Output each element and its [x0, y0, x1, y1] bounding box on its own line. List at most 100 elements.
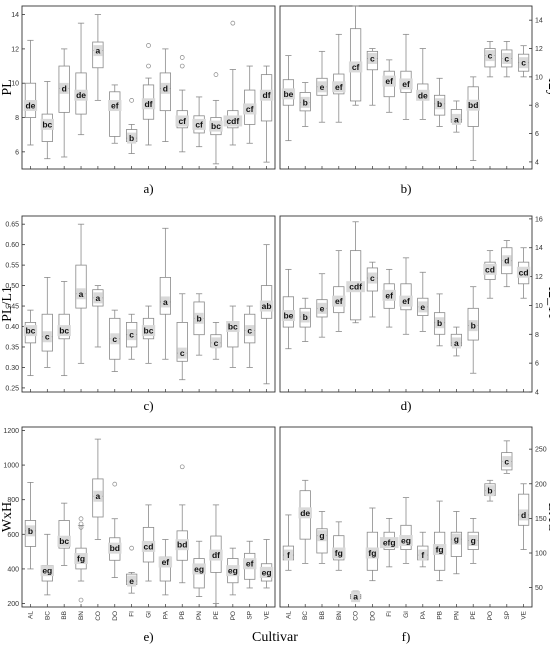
- letter-badge: [175, 115, 189, 127]
- outlier-point: [179, 464, 185, 470]
- box-bc: b: [299, 297, 311, 342]
- outlier-point: [78, 516, 84, 522]
- box-pa: d: [159, 48, 171, 142]
- outlier-point: [78, 525, 84, 530]
- box-pn: cf: [192, 96, 206, 148]
- iqr-box: [58, 520, 70, 549]
- letter-badge: [346, 281, 365, 293]
- letter-badge: [348, 61, 363, 73]
- y-tick-label: 8: [535, 332, 539, 339]
- x-tick-label: VE: [264, 610, 271, 619]
- letter-badge: [127, 132, 137, 144]
- x-tick-label: PO: [487, 611, 494, 620]
- y-axis-label: BAC: [545, 503, 550, 532]
- significance-letters: ef: [402, 79, 410, 89]
- letter-badge: [209, 549, 223, 561]
- significance-letters: b: [437, 318, 442, 328]
- letter-badge: [485, 50, 495, 62]
- chart-panel-3: 0.25 0.30 0.35 0.40 0.45 0.50 0.55 0.60 0.65 PL/L…: [0, 215, 276, 413]
- letter-badge: [418, 549, 428, 561]
- y-tick-label: 6: [535, 131, 539, 138]
- significance-letters: g: [319, 531, 324, 541]
- x-tick-label: GI: [146, 611, 153, 618]
- box-sp: d: [501, 240, 513, 288]
- significance-letters: e: [420, 302, 425, 312]
- letter-badge: [259, 89, 274, 101]
- letter-badge: [127, 575, 137, 587]
- box-pa: a: [159, 227, 171, 360]
- letter-badge: [416, 89, 430, 101]
- letter-badge: [502, 456, 512, 468]
- box-ve: eg: [259, 539, 274, 589]
- significance-letters: cdf: [226, 116, 239, 126]
- letter-badge: [141, 325, 156, 337]
- significance-letters: c: [504, 53, 509, 63]
- significance-letters: b: [196, 313, 201, 323]
- outlier-point: [213, 72, 219, 77]
- significance-letters: f: [287, 550, 290, 560]
- significance-letters: de: [76, 90, 86, 100]
- significance-letters: c: [370, 53, 375, 63]
- letter-badge: [76, 288, 86, 300]
- outlier-point: [146, 63, 151, 69]
- box-pn: g: [450, 511, 463, 575]
- y-tick-label: 0.65: [5, 222, 19, 229]
- significance-letters: a: [353, 592, 358, 602]
- significance-letters: df: [263, 90, 271, 100]
- letter-badge: [281, 88, 296, 100]
- significance-letters: df: [212, 550, 220, 560]
- letter-badge: [468, 320, 478, 332]
- letter-badge: [259, 300, 274, 312]
- box-al: f: [282, 514, 295, 571]
- box-bc: eg: [40, 533, 54, 596]
- letter-badge: [108, 542, 122, 554]
- y-axis-label: PL: [0, 79, 15, 95]
- box-do: c: [366, 48, 379, 106]
- box-pn: b: [193, 293, 205, 356]
- box-po: b: [484, 479, 496, 502]
- letter-badge: [177, 347, 187, 359]
- box-po: bc: [226, 305, 240, 368]
- box-gi: cd: [141, 504, 156, 582]
- letter-badge: [483, 263, 497, 275]
- box-bn: fg: [74, 516, 88, 603]
- x-tick-label: PA: [420, 610, 427, 619]
- letter-badge: [211, 337, 221, 349]
- y-tick-label: 0.55: [5, 263, 19, 270]
- letter-badge: [93, 45, 103, 57]
- x-tick-label: AL: [27, 611, 34, 619]
- significance-letters: b: [487, 486, 492, 496]
- x-tick-label: DO: [112, 611, 119, 621]
- significance-letters: c: [370, 273, 375, 283]
- box-ve: df: [259, 65, 274, 163]
- significance-letters: a: [96, 293, 101, 303]
- significance-letters: b: [28, 526, 33, 536]
- x-tick-label: BN: [78, 611, 85, 620]
- significance-letters: cd: [144, 541, 154, 551]
- significance-letters: c: [521, 58, 526, 68]
- letter-badge: [485, 485, 495, 497]
- box-bb: e: [316, 50, 328, 123]
- box-ve: cd: [516, 247, 531, 299]
- letter-badge: [298, 507, 312, 519]
- y-tick-label: 400: [7, 566, 19, 573]
- box-sp: ef: [243, 540, 257, 589]
- significance-letters: fg: [335, 548, 343, 558]
- letter-badge: [451, 337, 461, 349]
- letter-badge: [281, 310, 296, 322]
- letter-badge: [435, 317, 445, 329]
- chart-panel-6: 50 100 150 200 250 BAC AL BC BB BN CO DO FI GI PA PB PN P…: [279, 426, 550, 644]
- significance-letters: d: [62, 83, 67, 93]
- letter-badge: [40, 118, 54, 130]
- letter-badge: [418, 301, 428, 313]
- letter-badge: [223, 115, 243, 127]
- significance-letters: cdf: [349, 282, 362, 292]
- x-tick-label: PA: [162, 610, 169, 619]
- significance-letters: cf: [195, 119, 203, 129]
- x-tick-label: CO: [353, 611, 360, 621]
- letter-badge: [516, 266, 531, 278]
- box-pe: g: [467, 517, 479, 564]
- letter-badge: [110, 333, 120, 345]
